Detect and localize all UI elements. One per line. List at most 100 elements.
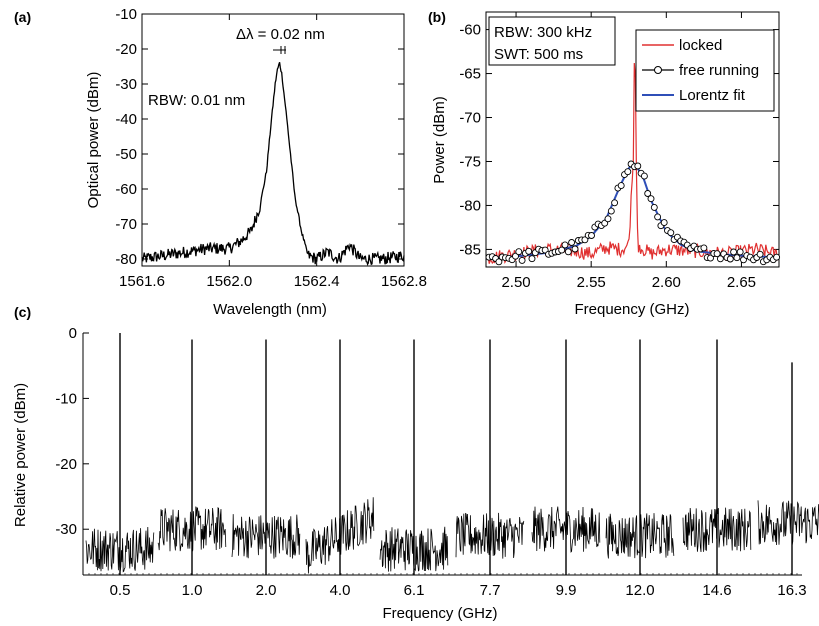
- free-running-point: [611, 199, 619, 207]
- panel-c-x-tick-label: 0.5: [110, 582, 131, 599]
- free-running-point: [660, 219, 668, 227]
- free-running-point: [564, 248, 572, 256]
- panel-a-x-tick-label: 1561.6: [119, 273, 165, 290]
- panel-a-x-tick-label: 1562.8: [381, 273, 427, 290]
- panel-b: (b) -60-65-70-75-80-85 2.50 2.55 2.60 2.65 …: [428, 9, 781, 318]
- panel-b-y-axis-label: Power (dBm): [431, 96, 448, 184]
- panel-c-x-tick-label: 2.0: [256, 582, 277, 599]
- free-running-point: [495, 258, 503, 266]
- free-running-point: [726, 255, 734, 263]
- panel-a-x-tick-label: 1562.4: [294, 273, 340, 290]
- comb-noise-trace: [757, 500, 819, 546]
- panel-c-x-tick-label: 12.0: [625, 582, 654, 599]
- free-running-point: [716, 255, 724, 263]
- free-running-point: [581, 236, 589, 244]
- free-running-point: [733, 254, 741, 262]
- panel-a-y-tick-label: -30: [115, 76, 137, 93]
- panel-c-x-tick-label: 1.0: [182, 582, 203, 599]
- panel-b-x-ticks: 2.50 2.55 2.60 2.65: [501, 12, 756, 291]
- panel-b-y-tick-label: -80: [459, 197, 481, 214]
- panel-a-y-tick-label: -10: [115, 6, 137, 23]
- panel-c-comb-spectra: [85, 333, 819, 575]
- free-running-point: [515, 248, 523, 256]
- free-running-point: [607, 207, 615, 215]
- free-running-point: [647, 195, 655, 203]
- panel-a-x-axis-label: Wavelength (nm): [213, 301, 327, 318]
- panel-b-y-tick-label: -85: [459, 241, 481, 258]
- free-running-point: [568, 239, 576, 246]
- panel-a-spectrum-line: [141, 61, 405, 266]
- panel-c-label: (c): [14, 304, 31, 320]
- free-running-point: [707, 254, 714, 262]
- panel-a-label: (a): [14, 9, 31, 25]
- panel-c-x-tick-label: 14.6: [702, 582, 731, 599]
- panel-a-y-tick-label: -50: [115, 146, 137, 163]
- free-running-point: [528, 255, 536, 263]
- free-running-point: [713, 250, 721, 258]
- panel-c-y-tick-label: -20: [55, 456, 77, 473]
- free-running-point: [518, 256, 526, 264]
- free-running-point: [730, 248, 738, 256]
- panel-c-x-tick-label: 7.7: [480, 582, 501, 599]
- panel-b-rbw-annotation: RBW: 300 kHz: [494, 24, 592, 41]
- free-running-point: [588, 232, 595, 239]
- panel-b-y-tick-label: -65: [459, 66, 481, 83]
- panel-c-y-ticks: 0 -10 -20 -30: [55, 325, 89, 575]
- panel-b-swt-annotation: SWT: 500 ms: [494, 46, 583, 63]
- free-running-point: [512, 252, 519, 260]
- panel-c-x-tick-label: 16.3: [777, 582, 806, 599]
- panel-c-x-tick-label: 9.9: [556, 582, 577, 599]
- legend-lorentz-fit-label: Lorentz fit: [679, 87, 746, 104]
- panel-a-y-axis-label: Optical power (dBm): [85, 72, 102, 209]
- panel-a-y-tick-label: -60: [115, 181, 137, 198]
- panel-b-x-tick-label: 2.60: [652, 274, 681, 291]
- panel-a-rbw-annotation: RBW: 0.01 nm: [148, 92, 245, 109]
- free-running-point: [654, 213, 662, 221]
- free-running-point: [634, 162, 642, 170]
- panel-b-y-tick-label: -60: [459, 22, 481, 39]
- panel-c-y-tick-label: -10: [55, 390, 77, 407]
- panel-a-x-ticks: 1561.6 1562.0 1562.4 1562.8: [119, 14, 427, 290]
- free-running-point: [525, 247, 533, 255]
- free-running-point: [736, 248, 744, 256]
- free-running-point: [624, 168, 632, 176]
- free-running-series-points: [485, 160, 781, 266]
- free-running-point: [700, 244, 708, 252]
- panel-b-frame: [485, 11, 780, 268]
- free-running-point: [558, 246, 566, 254]
- free-running-point: [667, 229, 675, 237]
- panel-a-frame: [141, 13, 405, 267]
- legend-locked-label: locked: [679, 37, 722, 54]
- panel-c-x-tick-labels: 0.5 1.0 2.0 4.0 6.1 7.7 9.9 12.0 14.6 16.3: [82, 570, 807, 599]
- free-running-point: [640, 172, 648, 180]
- panel-b-y-tick-label: -75: [459, 153, 481, 170]
- panel-a-y-tick-label: -40: [115, 111, 137, 128]
- panel-c: (c) 0 -10 -20 -30 0.5 1.0 2.0 4.0 6.1 7.7 9.9 12.0…: [12, 304, 819, 622]
- delta-lambda-annotation: Δλ = 0.02 nm: [236, 26, 325, 43]
- panel-b-y-ticks: -60 -65 -70 -75 -80 -85: [459, 22, 779, 258]
- free-running-point: [571, 245, 579, 253]
- panel-b-x-tick-label: 2.55: [577, 274, 606, 291]
- panel-c-y-tick-label: -30: [55, 521, 77, 538]
- panel-b-x-tick-label: 2.65: [727, 274, 756, 291]
- free-running-point: [650, 203, 658, 211]
- panel-b-y-tick-label: -70: [459, 110, 481, 127]
- panel-b-x-axis-label: Frequency (GHz): [574, 301, 689, 318]
- free-running-point: [644, 190, 652, 197]
- free-running-point: [617, 182, 625, 190]
- legend-free-running-marker: [654, 66, 662, 74]
- free-running-point: [756, 250, 764, 258]
- panel-a-y-tick-label: -20: [115, 41, 137, 58]
- legend-free-running-label: free running: [679, 62, 759, 79]
- panel-b-label: (b): [428, 9, 446, 25]
- panel-b-x-tick-label: 2.50: [501, 274, 530, 291]
- panel-a-x-tick-label: 1562.0: [206, 273, 252, 290]
- panel-c-y-tick-label: 0: [69, 325, 77, 342]
- panel-a-y-ticks: -10 -20 -30 -40 -50 -60 -70 -80: [115, 6, 404, 268]
- panel-c-x-tick-label: 4.0: [330, 582, 351, 599]
- free-running-point: [773, 253, 781, 261]
- panel-a-y-tick-label: -70: [115, 216, 137, 233]
- panel-b-info-box: [488, 16, 616, 66]
- panel-c-x-axis-label: Frequency (GHz): [382, 605, 497, 622]
